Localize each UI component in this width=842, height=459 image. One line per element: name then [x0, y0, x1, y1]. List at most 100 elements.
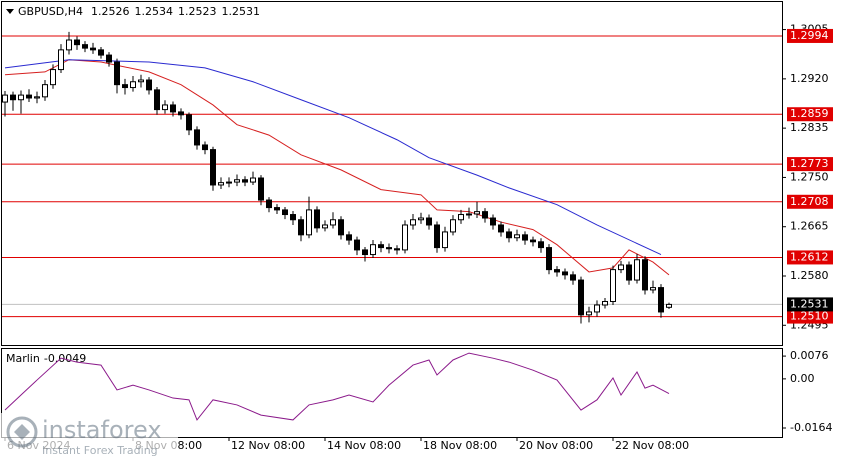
candle-body	[138, 79, 144, 83]
candle-body	[642, 259, 648, 291]
collapse-arrow[interactable]	[6, 9, 14, 14]
x-tick-label: 22 Nov 08:00	[615, 439, 689, 452]
candle-body	[506, 231, 512, 239]
level-label-bg	[787, 194, 833, 209]
candle-body	[418, 217, 424, 221]
candle-body	[258, 177, 264, 201]
watermark-brand: instaforex	[42, 416, 162, 444]
candle-body	[234, 179, 240, 183]
candle-body	[250, 177, 256, 183]
line	[4, 59, 662, 255]
candle-body	[154, 89, 160, 111]
candle-body	[186, 114, 192, 131]
candle-body	[2, 94, 8, 103]
candle-body	[178, 111, 184, 116]
candle-body	[442, 231, 448, 249]
candle-body	[50, 69, 56, 86]
logo-mark	[14, 424, 30, 440]
candle-body	[18, 94, 24, 101]
candle-body	[362, 249, 368, 256]
level-label-bg	[787, 28, 833, 43]
candle-body	[322, 224, 328, 229]
watermark: instaforex Instant Forex Trading	[0, 413, 178, 459]
y-tick-label: 1.2665	[790, 220, 829, 233]
candle-body	[658, 287, 664, 313]
level-label: 1.2708	[790, 195, 829, 208]
candle-body	[490, 217, 496, 226]
candle-body	[66, 39, 72, 51]
candle-body	[290, 214, 296, 221]
current-price-bg	[787, 297, 833, 312]
candle-body	[434, 224, 440, 249]
candle-body	[482, 211, 488, 219]
candle-body	[282, 209, 288, 216]
candle-body	[162, 104, 168, 111]
candle-body	[226, 181, 232, 184]
candle-body	[450, 219, 456, 233]
candle-body	[130, 81, 136, 89]
candle-body	[618, 264, 624, 271]
candle-body	[74, 39, 80, 46]
candle-body	[370, 244, 376, 256]
candle-body	[82, 44, 88, 49]
candle-body	[498, 224, 504, 233]
y-tick-label: 0.0076	[790, 349, 829, 362]
candle-body	[474, 211, 480, 215]
chart-header: GBPUSD,H4 1.2526 1.2534 1.2523 1.2531	[18, 5, 260, 18]
candle-body	[466, 213, 472, 216]
line	[4, 352, 670, 421]
candle-body	[346, 234, 352, 241]
level-label-bg	[787, 250, 833, 265]
candle-body	[522, 234, 528, 241]
main-panel	[1, 1, 783, 346]
candle-body	[10, 94, 16, 101]
y-tick-label: 1.2920	[790, 72, 829, 85]
candle-body	[602, 301, 608, 306]
watermark-tagline: Instant Forex Trading	[42, 444, 158, 457]
candle-body	[98, 49, 104, 56]
x-tick-label: 18 Nov 08:00	[423, 439, 497, 452]
candle-body	[338, 219, 344, 236]
candle-body	[314, 209, 320, 229]
candle-body	[202, 144, 208, 151]
logo-ring	[6, 416, 38, 448]
candle-body	[266, 199, 272, 209]
y-tick-label: 1.2580	[790, 269, 829, 282]
candle-body	[578, 279, 584, 316]
candle-body	[242, 179, 248, 183]
candle-body	[194, 129, 200, 146]
candle-body	[410, 219, 416, 226]
candle-body	[306, 209, 312, 236]
level-label-bg	[787, 107, 833, 122]
candle-body	[570, 274, 576, 281]
level-label: 1.2859	[790, 107, 829, 120]
candle-body	[146, 79, 152, 91]
candle-body	[170, 104, 176, 113]
level-label: 1.2994	[790, 29, 829, 42]
x-tick-label: 12 Nov 08:00	[231, 439, 305, 452]
candle-body	[298, 219, 304, 236]
candle-body	[122, 84, 128, 89]
level-label: 1.2510	[790, 310, 829, 323]
candle-body	[666, 303, 672, 308]
candle-body	[330, 219, 336, 226]
candle-body	[42, 84, 48, 98]
y-tick-label: -0.0164	[790, 421, 832, 434]
indicator-panel	[1, 348, 783, 438]
candle-body	[394, 248, 400, 251]
candle-body	[354, 239, 360, 251]
y-tick-label: 1.2835	[790, 121, 829, 134]
candle-body	[378, 244, 384, 249]
candle-body	[90, 47, 96, 51]
level-label: 1.2612	[790, 250, 829, 263]
x-tick-label: 14 Nov 08:00	[327, 439, 401, 452]
candle-body	[554, 269, 560, 273]
candle-body	[458, 214, 464, 221]
candle-body	[586, 311, 592, 316]
candle-body	[594, 304, 600, 313]
candle-body	[546, 247, 552, 271]
candle-body	[530, 239, 536, 243]
indicator-header: Marlin -0.0049	[6, 352, 86, 365]
